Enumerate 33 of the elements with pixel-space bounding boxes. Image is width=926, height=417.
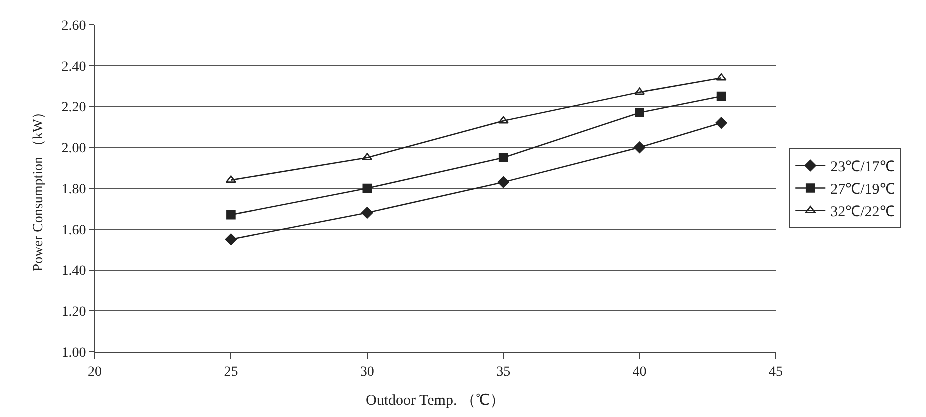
y-tick-label: 2.00 [62,142,86,157]
point [716,92,726,102]
y-tick-label: 2.60 [62,18,86,34]
y-tick-label: 1.60 [62,223,86,238]
y-tick-label: 1.20 [62,305,86,320]
y-tick-label: 2.40 [62,60,86,75]
point [498,176,510,188]
x-tick-label: 35 [496,364,511,380]
x-tick-label: 20 [88,364,102,380]
point [362,207,374,219]
x-tick-label: 40 [632,364,647,380]
point [716,73,727,81]
y-tick-label: 1.80 [62,182,86,198]
point [498,116,509,124]
x-tick-label: 25 [224,364,238,380]
legend-label: 27℃/19℃ [830,182,895,198]
point [226,210,236,220]
x-axis-title: Outdoor Temp. （℃） [366,392,505,409]
point [498,153,508,162]
point [634,142,646,154]
point [716,117,728,129]
point [225,234,238,246]
legend-label: 32℃/22℃ [830,204,895,221]
point [634,88,646,96]
y-tick-label: 1.40 [62,264,86,280]
point [635,108,644,118]
x-tick-label: 30 [360,364,374,380]
y-axis-title: Power Consumption （kW） [31,105,46,272]
point [362,184,372,194]
legend-label: 23℃/17℃ [830,160,895,176]
y-tick-label: 2.20 [62,100,86,116]
y-tick-label: 1.00 [62,346,86,361]
x-tick-label: 45 [769,364,783,380]
